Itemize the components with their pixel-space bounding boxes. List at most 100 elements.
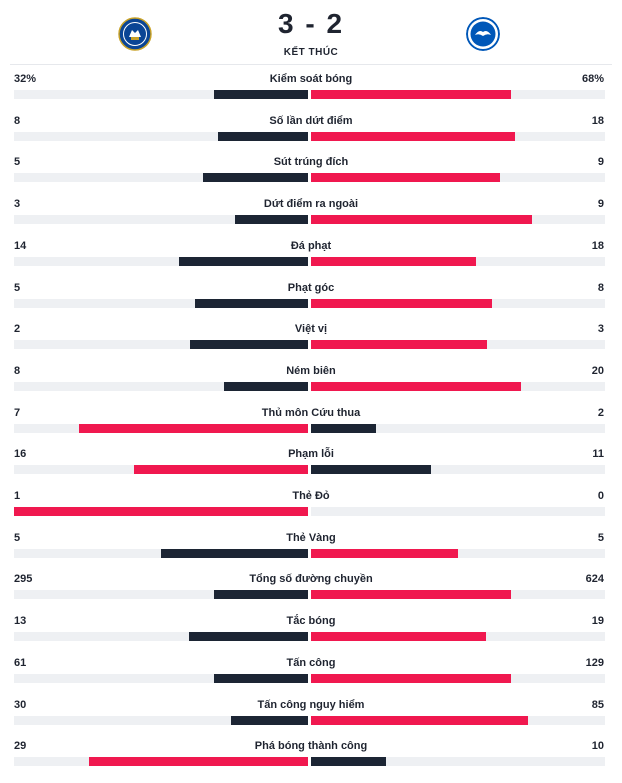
away-stat-value: 19: [591, 615, 604, 628]
away-stat-bar: [311, 215, 532, 225]
away-stat-bar: [311, 340, 488, 350]
away-stat-bar: [311, 757, 387, 767]
home-stat-bar: [203, 173, 308, 183]
home-stat-track: [14, 423, 308, 433]
away-stat-bar: [311, 298, 492, 308]
away-stat-value: 68%: [581, 73, 604, 85]
stat-label: Dứt điểm ra ngoài: [263, 198, 359, 211]
stat-row: 16 Phạm lỗi 11: [0, 441, 622, 483]
stat-row: 14 Đá phạt 18: [0, 233, 622, 275]
home-stat-value: 8: [14, 114, 21, 127]
stat-row: 32% Kiểm soát bóng 68%: [0, 66, 622, 108]
home-stat-track: [14, 340, 308, 350]
home-stat-track: [14, 548, 308, 558]
stat-row: 13 Tắc bóng 19: [0, 608, 622, 650]
away-stat-track: [311, 381, 605, 391]
stat-label: Thủ môn Cứu thua: [261, 406, 361, 419]
stat-row: 295 Tổng số đường chuyền 624: [0, 566, 622, 608]
away-stat-track: [311, 131, 605, 141]
home-stat-track: [14, 256, 308, 266]
away-stat-track: [311, 340, 605, 350]
away-stat-value: 3: [597, 323, 604, 336]
away-stat-value: 2: [597, 406, 604, 419]
home-stat-bar: [224, 381, 308, 391]
home-stat-bar: [14, 507, 308, 516]
away-stat-track: [311, 90, 605, 99]
home-stat-track: [14, 507, 308, 516]
away-stat-track: [311, 632, 605, 642]
home-stat-value: 30: [14, 698, 27, 711]
home-stat-track: [14, 632, 308, 642]
home-stat-bar: [217, 131, 308, 141]
home-stat-value: 16: [14, 448, 27, 461]
away-stat-bar: [311, 465, 431, 475]
away-stat-track: [311, 256, 605, 266]
home-stat-track: [14, 673, 308, 683]
away-stat-value: 9: [597, 156, 604, 169]
away-stat-bar: [311, 590, 511, 600]
away-stat-value: 18: [591, 114, 604, 127]
chelsea-crest-icon: [118, 17, 152, 51]
stat-label: Thẻ Vàng: [286, 531, 336, 544]
away-stat-bar: [311, 423, 377, 433]
home-stat-bar: [190, 340, 308, 350]
stat-row: 2 Việt vị 3: [0, 316, 622, 358]
home-stat-track: [14, 215, 308, 225]
away-stat-track: [311, 298, 605, 308]
away-stat-track: [311, 215, 605, 225]
away-stat-value: 624: [585, 573, 604, 586]
home-stat-track: [14, 173, 308, 183]
away-stat-bar: [311, 632, 486, 642]
stat-label: Ném biên: [286, 364, 336, 377]
stat-label: Phạt góc: [287, 281, 335, 294]
header-divider: [10, 64, 612, 65]
match-score: 3 - 2: [277, 8, 345, 39]
home-stat-bar: [234, 215, 308, 225]
stat-row: 1 Thẻ Đỏ 0: [0, 483, 622, 525]
away-stat-track: [311, 548, 605, 558]
away-stat-track: [311, 173, 605, 183]
home-stat-track: [14, 131, 308, 141]
home-stat-track: [14, 381, 308, 391]
home-stat-value: 7: [14, 406, 21, 419]
away-stat-value: 85: [591, 698, 604, 711]
home-stat-value: 5: [14, 281, 21, 294]
away-stat-bar: [311, 715, 529, 725]
away-stat-track: [311, 507, 605, 516]
away-stat-value: 10: [591, 740, 604, 753]
away-stat-bar: [311, 381, 521, 391]
away-stat-bar: [311, 173, 500, 183]
home-stat-bar: [194, 298, 308, 308]
home-stat-bar: [79, 423, 308, 433]
away-stat-bar: [311, 548, 458, 558]
away-stat-value: 20: [591, 364, 604, 377]
home-stat-track: [14, 298, 308, 308]
away-stat-value: 8: [597, 281, 604, 294]
home-stat-value: 14: [14, 239, 27, 252]
home-stat-bar: [231, 715, 308, 725]
stat-row: 8 Số lần dứt điểm 18: [0, 108, 622, 150]
stat-label: Tấn công: [286, 656, 336, 669]
stat-label: Số lần dứt điểm: [269, 114, 353, 127]
home-stat-value: 8: [14, 364, 21, 377]
stat-label: Tấn công nguy hiểm: [257, 698, 365, 711]
home-stat-bar: [213, 673, 308, 683]
home-stat-bar: [133, 465, 308, 475]
home-stat-value: 2: [14, 323, 21, 336]
stat-row: 5 Phạt góc 8: [0, 275, 622, 317]
stat-label: Thẻ Đỏ: [292, 490, 330, 502]
home-stat-value: 5: [14, 156, 21, 169]
home-stat-bar: [188, 632, 308, 642]
away-stat-track: [311, 673, 605, 683]
home-stat-value: 13: [14, 615, 27, 628]
stat-label: Kiểm soát bóng: [269, 73, 353, 85]
stat-row: 30 Tấn công nguy hiểm 85: [0, 692, 622, 734]
stat-row: 3 Dứt điểm ra ngoài 9: [0, 191, 622, 233]
stat-row: 8 Ném biên 20: [0, 358, 622, 400]
stat-label: Tổng số đường chuyền: [249, 573, 373, 586]
home-stat-bar: [161, 548, 308, 558]
home-stat-track: [14, 757, 308, 767]
home-stat-value: 1: [14, 490, 21, 502]
match-status: KẾT THÚC: [283, 47, 339, 58]
home-stat-track: [14, 715, 308, 725]
